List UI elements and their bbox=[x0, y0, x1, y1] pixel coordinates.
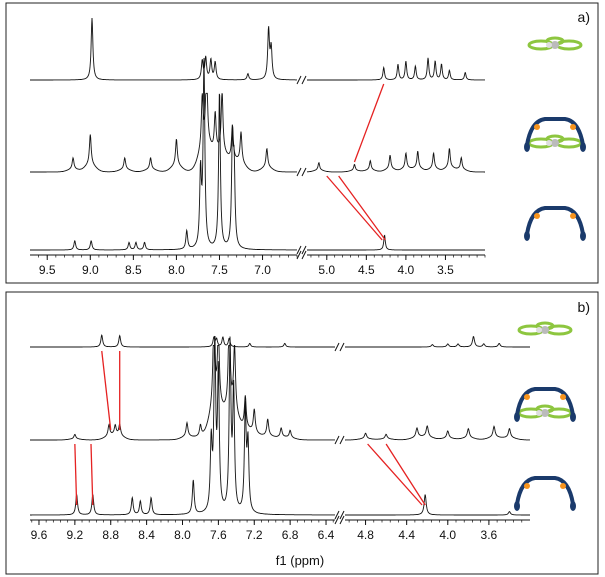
tick-label: 7.2 bbox=[246, 528, 263, 542]
spectrum-a-2-segment-1 bbox=[30, 92, 297, 173]
panel-b: b) 9.6 9.2 8.8 8.4 8.0 7.6 7.2 6.8 6.4 4.8 4.4 4.0 3… bbox=[5, 291, 599, 575]
molecule-b-1 bbox=[517, 321, 573, 336]
tick-label: 8.4 bbox=[138, 528, 155, 542]
correlation-line bbox=[74, 443, 78, 506]
panel-b-correlation-lines bbox=[74, 350, 426, 506]
trace-break-mark bbox=[301, 245, 307, 255]
trace-break-mark bbox=[339, 435, 345, 445]
spectrum-b-2-segment-1 bbox=[30, 345, 335, 441]
correlation-line bbox=[353, 83, 385, 163]
tick-label: 8.0 bbox=[174, 528, 191, 542]
tick-label: 5.0 bbox=[318, 263, 335, 277]
axis-break-mark bbox=[296, 250, 302, 260]
molecule-a-1 bbox=[527, 36, 583, 51]
panel-a-correlation-lines bbox=[326, 83, 386, 241]
panel-b-spectra bbox=[30, 334, 530, 520]
tick-label: 6.8 bbox=[282, 528, 299, 542]
molecule-b-3 bbox=[514, 476, 576, 511]
trace-break-mark bbox=[339, 510, 345, 520]
tick-label: 4.0 bbox=[398, 263, 415, 277]
trace-break-mark bbox=[334, 435, 340, 445]
panel-b-axis: 9.6 9.2 8.8 8.4 8.0 7.6 7.2 6.8 6.4 4.8 4.4 4.0 3.6 bbox=[30, 515, 530, 542]
axis-break-mark bbox=[301, 250, 307, 260]
tick-label: 8.8 bbox=[102, 528, 119, 542]
tick-label: 3.6 bbox=[481, 528, 498, 542]
spectrum-b-3-segment-2 bbox=[345, 494, 530, 516]
tick-label: 4.8 bbox=[357, 528, 374, 542]
panel-b-frame bbox=[5, 291, 599, 575]
tick-label: 9.2 bbox=[67, 528, 84, 542]
correlation-line bbox=[326, 175, 383, 241]
correlation-line bbox=[101, 350, 112, 431]
panel-a-frame bbox=[5, 2, 599, 284]
correlation-line bbox=[338, 175, 386, 241]
tick-label: 7.6 bbox=[210, 528, 227, 542]
tick-label: 3.5 bbox=[437, 263, 454, 277]
panel-a-axis: 9.5 9.0 8.5 8.0 7.5 7.0 5.0 4.5 4.0 3.5 bbox=[30, 250, 486, 277]
trace-break-mark bbox=[296, 167, 302, 177]
spectrum-b-1-segment-2 bbox=[345, 336, 530, 348]
tick-label: 9.6 bbox=[31, 528, 48, 542]
panel-b-label: b) bbox=[578, 299, 590, 315]
panel-a: a) 9.5 9.0 8.5 8.0 7.5 7.0 5.0 4.5 4.0 3.5 bbox=[5, 2, 599, 284]
x-axis-label: f1 (ppm) bbox=[276, 553, 324, 568]
correlation-line bbox=[367, 443, 423, 506]
spectrum-a-3-segment-2 bbox=[307, 234, 485, 251]
tick-label: 4.0 bbox=[439, 528, 456, 542]
trace-break-mark bbox=[334, 510, 340, 520]
panel-a-spectra bbox=[30, 17, 485, 255]
tick-label: 6.4 bbox=[318, 528, 335, 542]
spectrum-b-2-segment-2 bbox=[345, 425, 530, 441]
panel-b-molecules bbox=[514, 321, 576, 511]
molecule-a-2 bbox=[524, 117, 586, 152]
axis-break-mark bbox=[339, 515, 345, 525]
spectrum-a-2-segment-2 bbox=[307, 148, 485, 173]
trace-break-mark bbox=[334, 342, 340, 352]
trace-break-mark bbox=[301, 75, 307, 85]
tick-label: 8.5 bbox=[125, 263, 142, 277]
tick-label: 4.4 bbox=[398, 528, 415, 542]
trace-break-mark bbox=[301, 167, 307, 177]
trace-break-mark bbox=[296, 245, 302, 255]
tick-label: 4.5 bbox=[358, 263, 375, 277]
molecule-b-2 bbox=[514, 387, 576, 422]
tick-label: 9.5 bbox=[39, 263, 56, 277]
axis-break-mark bbox=[334, 515, 340, 525]
correlation-line bbox=[385, 443, 426, 506]
correlation-line bbox=[90, 443, 94, 506]
molecule-a-3 bbox=[524, 206, 586, 241]
spectrum-a-1-segment-2 bbox=[307, 57, 485, 81]
trace-break-mark bbox=[339, 342, 345, 352]
tick-label: 9.0 bbox=[82, 263, 99, 277]
panel-a-molecules bbox=[524, 36, 586, 241]
panel-a-label: a) bbox=[578, 9, 590, 25]
spectrum-b-3-segment-1 bbox=[30, 336, 335, 516]
tick-label: 7.0 bbox=[254, 263, 271, 277]
spectrum-b-1-segment-1 bbox=[30, 334, 335, 348]
tick-label: 7.5 bbox=[211, 263, 228, 277]
spectrum-a-3-segment-1 bbox=[30, 57, 297, 251]
spectrum-a-1-segment-1 bbox=[30, 17, 297, 81]
tick-label: 8.0 bbox=[168, 263, 185, 277]
trace-break-mark bbox=[296, 75, 302, 85]
